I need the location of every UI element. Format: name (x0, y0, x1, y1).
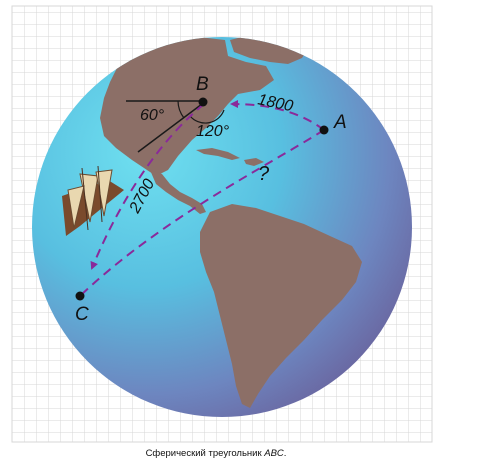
angle-arc-outer (189, 109, 225, 124)
caption-suffix: . (283, 448, 287, 459)
label-c: C (75, 304, 89, 325)
path-a-to-b (230, 100, 325, 131)
ship-illustration (62, 165, 124, 236)
north-america-land (100, 37, 274, 176)
point-b (198, 97, 208, 107)
path-b-to-c (90, 103, 205, 270)
cuba-island (196, 148, 240, 160)
tangent-line-bc (137, 100, 207, 153)
label-a: A (333, 112, 347, 133)
south-america-land (200, 204, 362, 408)
angle-arc (177, 100, 185, 119)
figure-caption: Сферический треугольник ABC. (0, 448, 432, 459)
angle-label-120: 120° (196, 123, 230, 140)
point-a (319, 125, 329, 135)
point-c (75, 291, 85, 301)
caption-emphasis: ABC (264, 448, 284, 459)
label-b: B (196, 74, 209, 95)
caption-prefix: Сферический треугольник (145, 448, 265, 459)
angle-label-60: 60° (140, 107, 165, 124)
path-a-to-c (79, 129, 325, 297)
hispaniola-island (244, 158, 264, 166)
distance-label-ac: ? (258, 163, 270, 185)
central-america-land (150, 170, 206, 214)
